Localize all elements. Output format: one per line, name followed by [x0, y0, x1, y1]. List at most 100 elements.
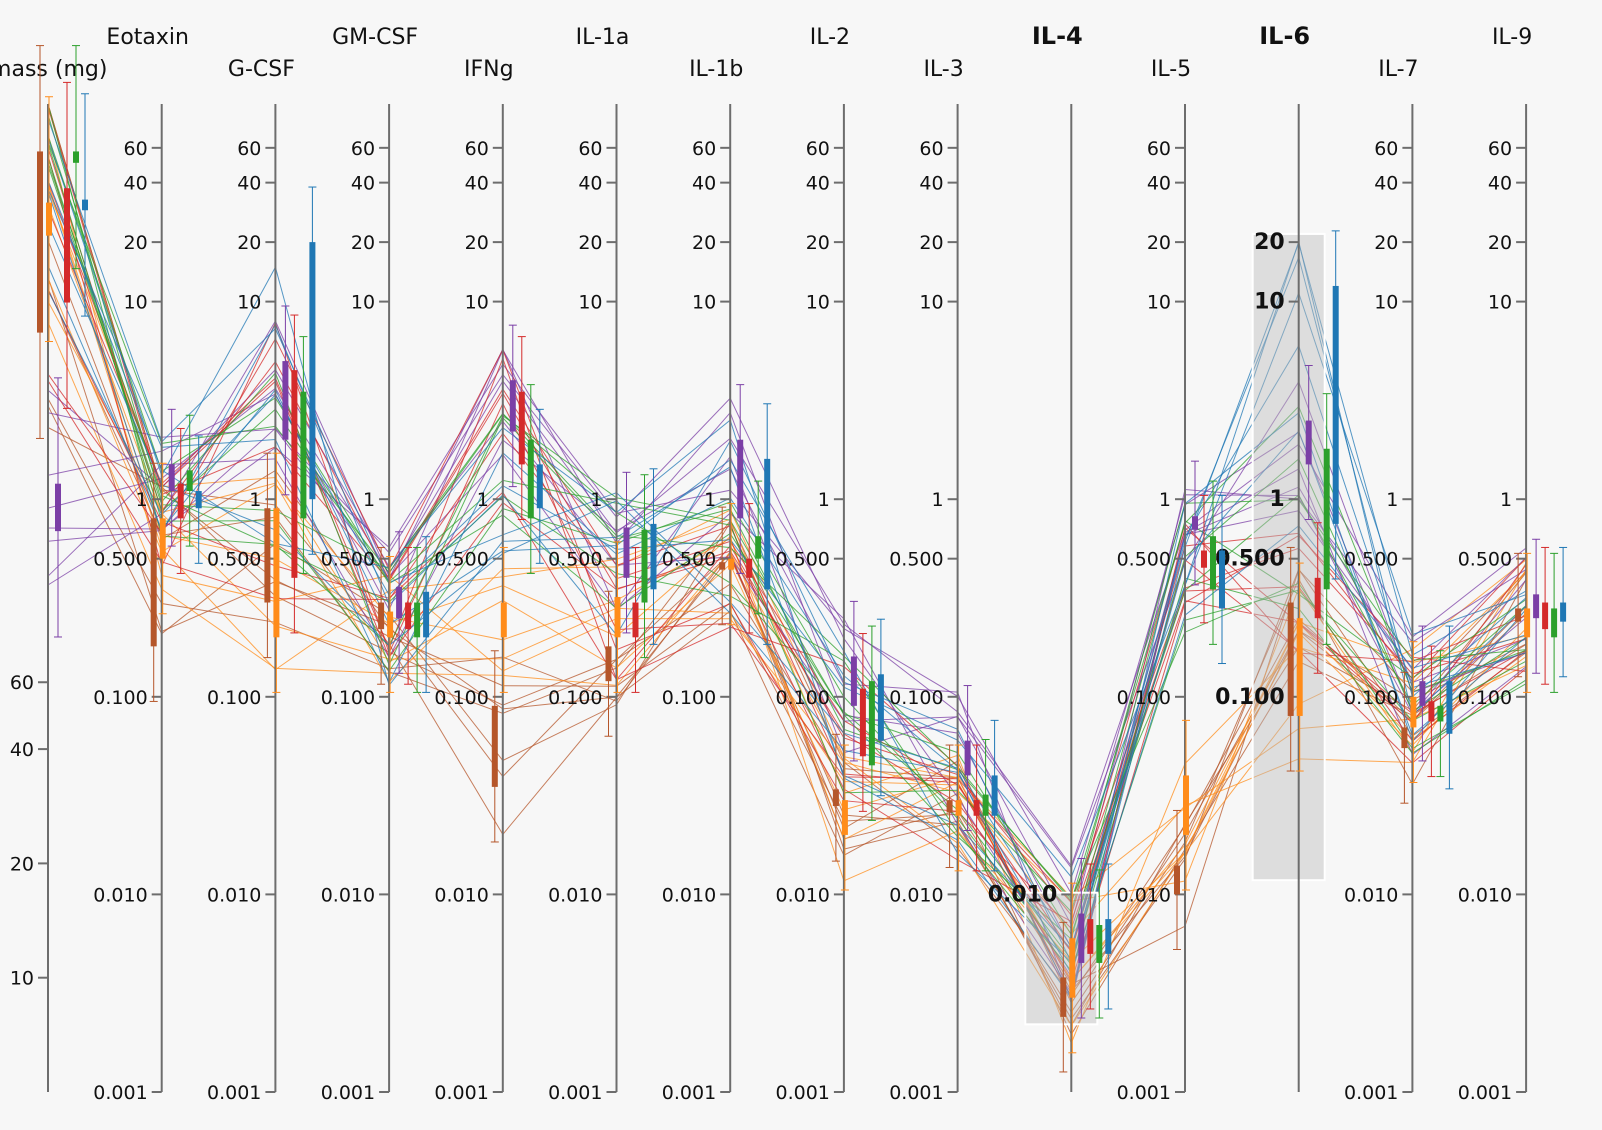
axis-5: IFNg 60 40 20 10 1 0.500 0.100 0.010 0.001 — [434, 57, 513, 1104]
tick-label: 20 — [1488, 232, 1512, 254]
tick-label: 0.010 — [662, 884, 716, 906]
tick-label: 0.010 — [889, 884, 943, 906]
tick-label: 20 — [465, 232, 489, 254]
dimension-title: IL-6 — [1259, 22, 1310, 50]
axes-layer: or mass (mg) 60 40 20 10 Eotaxin 60 40 20 10 1 0.50… — [0, 22, 1532, 1104]
dimension-title: IL-1b — [689, 57, 743, 82]
tick-label: 0.500 — [889, 549, 943, 571]
box-IL-6-group-2 — [1296, 618, 1303, 716]
tick-label: 10 — [1147, 292, 1171, 314]
box-IFNg-group-5 — [527, 439, 534, 519]
box-GM-CSF-group-2 — [387, 611, 394, 638]
tick-label: 0.500 — [775, 549, 829, 571]
tick-label: 0.100 — [1117, 687, 1171, 709]
box-IL-4-group-6 — [1105, 919, 1112, 954]
box-IL-4-group-4 — [1087, 919, 1094, 954]
tick-label: 60 — [237, 138, 261, 160]
tick-label: 0.100 — [775, 687, 829, 709]
axis-9: IL-3 60 40 20 10 1 0.500 0.100 0.010 0.001 — [889, 57, 964, 1104]
axis-13: IL-7 60 40 20 10 1 0.500 0.100 0.010 0.001 — [1344, 57, 1419, 1104]
dimension-title: Eotaxin — [106, 25, 189, 50]
tick-label: 0.001 — [889, 1082, 943, 1104]
tick-label: 60 — [1488, 138, 1512, 160]
box-IL-1a-group-2 — [614, 596, 621, 638]
box-GM-CSF-group-6 — [423, 591, 430, 638]
box-IL-5-group-5 — [1210, 536, 1216, 590]
tick-label: 40 — [237, 173, 261, 195]
box-IL-1b-group-6 — [764, 458, 771, 590]
tick-label: 20 — [237, 232, 261, 254]
box-Tumor mass (mg)-group-3 — [55, 483, 61, 532]
box-GM-CSF-group-4 — [405, 602, 412, 630]
axis-14: IL-9 60 40 20 10 1 0.500 0.100 0.010 0.001 — [1458, 25, 1533, 1104]
tick-label: 20 — [919, 232, 943, 254]
box-IL-1b-group-1 — [719, 562, 726, 570]
tick-label: 1 — [249, 489, 261, 511]
tick-label: 0.500 — [321, 549, 375, 571]
box-IL-3-group-1 — [946, 800, 953, 813]
box-IL-9-group-6 — [1560, 602, 1567, 622]
tick-label: 0.500 — [1215, 547, 1285, 572]
tick-label: 0.001 — [321, 1082, 375, 1104]
dimension-title: IL-5 — [1151, 57, 1191, 82]
box-IL-7-group-5 — [1437, 705, 1444, 722]
dimension-title: IL-4 — [1032, 22, 1083, 50]
box-GM-CSF-group-1 — [378, 602, 385, 630]
tick-label: 40 — [1374, 173, 1398, 195]
tick-label: 10 — [578, 292, 602, 314]
axis-1: or mass (mg) 60 40 20 10 — [0, 57, 107, 1092]
box-IL-7-group-2 — [1410, 696, 1417, 728]
tick-label: 10 — [1488, 292, 1512, 314]
tick-label: 0.100 — [1215, 685, 1285, 710]
box-IL-9-group-3 — [1533, 594, 1540, 619]
tick-label: 0.100 — [1458, 687, 1512, 709]
box-IL-1b-group-2 — [728, 558, 735, 570]
dimension-title: IL-7 — [1378, 57, 1418, 82]
box-Eotaxin-group-5 — [186, 470, 193, 492]
box-IL-3-group-5 — [982, 794, 989, 816]
tick-label: 10 — [124, 292, 148, 314]
tick-label: 0.010 — [93, 884, 147, 906]
axis-2: Eotaxin 60 40 20 10 1 0.500 0.100 0.010 0.001 — [93, 25, 189, 1104]
box-IL-2-group-3 — [850, 656, 857, 706]
box-IL-7-group-4 — [1428, 701, 1435, 722]
tick-label: 0.100 — [207, 687, 261, 709]
axis-4: GM-CSF 60 40 20 10 1 0.500 0.100 0.010 0.001 — [321, 25, 418, 1104]
tick-label: 60 — [692, 138, 716, 160]
box-IL-7-group-3 — [1419, 681, 1426, 706]
tick-label: 1 — [1386, 489, 1398, 511]
box-IL-6-group-4 — [1314, 577, 1321, 619]
brush-IL-6 — [1251, 232, 1326, 882]
box-IL-1a-group-3 — [623, 527, 630, 578]
tick-label: 0.010 — [1458, 884, 1512, 906]
box-IL-4-group-3 — [1078, 913, 1085, 963]
tick-label: 10 — [919, 292, 943, 314]
tick-label: 1 — [136, 489, 148, 511]
tick-label: 0.010 — [321, 884, 375, 906]
box-IL-2-group-4 — [859, 688, 866, 757]
tick-label: 0.001 — [93, 1082, 147, 1104]
box-IL-5-group-3 — [1192, 516, 1198, 530]
box-IL-1a-group-4 — [632, 602, 639, 638]
box-Eotaxin-group-1 — [150, 518, 157, 647]
tick-label: 0.100 — [889, 687, 943, 709]
tick-label: 0.001 — [1344, 1082, 1398, 1104]
box-IL-5-group-6 — [1219, 550, 1225, 609]
box-Tumor mass (mg)-group-1 — [37, 151, 43, 333]
tick-label: 60 — [1374, 138, 1398, 160]
box-IL-1a-group-6 — [650, 523, 657, 590]
tick-label: 0.010 — [988, 882, 1058, 907]
box-IL-6-group-1 — [1287, 602, 1294, 716]
tick-label: 60 — [351, 138, 375, 160]
tick-label: 0.001 — [548, 1082, 602, 1104]
tick-label: 1 — [477, 489, 489, 511]
box-IL-6-group-6 — [1332, 285, 1339, 524]
box-IL-3-group-3 — [964, 740, 971, 776]
tick-label: 10 — [692, 292, 716, 314]
box-IL-1a-group-5 — [641, 529, 648, 603]
box-IL-1b-group-4 — [746, 558, 753, 578]
tick-label: 20 — [124, 232, 148, 254]
tick-label: 0.100 — [548, 687, 602, 709]
box-IL-6-group-5 — [1323, 448, 1330, 590]
